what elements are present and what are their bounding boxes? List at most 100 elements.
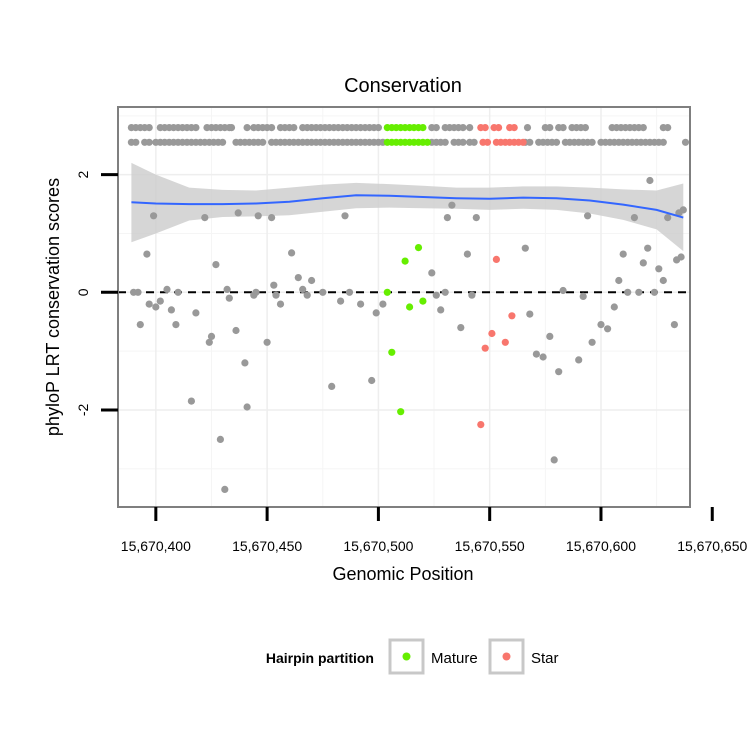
rug-point-lower-star: [519, 138, 527, 146]
data-point-mature: [406, 303, 414, 311]
data-point-other: [192, 309, 200, 317]
plot-panel-border: [117, 106, 691, 508]
data-point-other: [615, 276, 623, 285]
data-point-mature: [388, 348, 396, 356]
data-point-other: [223, 285, 231, 293]
data-point-star: [488, 329, 496, 338]
data-point-star: [481, 344, 489, 352]
data-point-other: [341, 212, 349, 220]
data-point-other: [550, 456, 558, 464]
data-point-other: [263, 338, 271, 346]
x-tick-label: 15,670,500: [343, 538, 413, 554]
rug-point-lower-other: [470, 138, 478, 146]
data-point-other: [659, 276, 667, 285]
legend-swatch-mature: [402, 652, 411, 661]
data-point-other: [624, 288, 632, 296]
x-tick-label: 15,670,450: [232, 538, 302, 554]
data-point-other: [546, 332, 554, 340]
rug-point-lower-other: [145, 138, 153, 146]
data-point-other: [472, 214, 480, 222]
data-point-other: [268, 214, 276, 222]
data-point-mature: [383, 288, 391, 296]
data-point-other: [679, 206, 687, 214]
data-point-other: [143, 250, 151, 258]
rug-point-upper-other: [581, 124, 590, 132]
data-point-star: [501, 338, 509, 346]
data-point-other: [539, 353, 547, 361]
rug-point-upper-other: [192, 124, 200, 132]
x-tick-label: 15,670,400: [121, 538, 191, 554]
data-point-other: [174, 288, 182, 296]
x-tick-label: 15,670,550: [455, 538, 525, 554]
smooth-line-layer: [131, 194, 684, 219]
data-point-other: [328, 382, 336, 390]
legend-label-mature: Mature: [431, 650, 478, 667]
data-point-other: [575, 356, 583, 364]
data-point-other: [584, 212, 592, 220]
rug-point-lower-star: [483, 138, 492, 146]
data-point-other: [443, 214, 451, 222]
rug-point-lower-other: [219, 138, 227, 146]
data-point-other: [604, 325, 612, 333]
data-point-mature: [414, 244, 423, 252]
data-point-other: [288, 249, 296, 257]
data-point-other: [428, 269, 436, 277]
data-point-other: [276, 300, 285, 308]
data-point-other: [646, 176, 654, 185]
data-point-other: [156, 297, 164, 305]
rug-point-lower-other: [441, 138, 449, 146]
rug-point-upper-other: [559, 124, 567, 132]
data-point-other: [655, 265, 663, 273]
data-point-other: [232, 326, 240, 335]
rug-point-lower-other: [526, 138, 534, 146]
data-point-other: [588, 338, 596, 346]
data-point-other: [639, 259, 647, 267]
data-point-other: [448, 201, 456, 209]
data-point-other: [270, 281, 278, 289]
rug-point-lower-other: [459, 138, 467, 146]
data-point-other: [225, 294, 233, 302]
rug-point-lower-other: [588, 138, 596, 146]
data-point-other: [163, 285, 171, 293]
data-point-other: [207, 332, 216, 340]
data-point-other: [555, 368, 563, 376]
data-point-mature: [401, 257, 409, 265]
x-tick-label: 15,670,600: [566, 538, 636, 554]
legend-swatch-star: [502, 652, 511, 661]
rug-point-upper-other: [145, 124, 153, 132]
smooth-ribbon-layer: [131, 162, 684, 252]
data-point-other: [650, 288, 659, 296]
data-point-other: [463, 250, 471, 258]
chart-title: Conservation: [344, 75, 462, 97]
rug-point-upper-mature: [419, 124, 427, 132]
data-point-other: [337, 297, 345, 305]
data-point-other: [136, 321, 144, 329]
data-point-other: [167, 306, 175, 314]
data-point-other: [134, 288, 142, 296]
smooth-trend-line: [131, 194, 684, 219]
data-point-other: [610, 303, 618, 311]
data-point-other: [205, 338, 213, 346]
data-point-other: [437, 306, 445, 314]
data-point-other: [308, 276, 316, 285]
legend-label-star: Star: [531, 650, 559, 667]
data-point-other: [559, 286, 567, 295]
data-point-other: [216, 435, 224, 443]
data-point-other: [379, 300, 387, 308]
data-point-other: [521, 244, 529, 252]
y-tick-label: 0: [75, 288, 91, 296]
data-point-other: [221, 485, 229, 493]
data-point-other: [357, 300, 365, 308]
data-point-other: [152, 303, 160, 311]
data-point-other: [254, 212, 262, 220]
data-point-other: [597, 321, 605, 329]
data-point-other: [526, 310, 534, 318]
data-point-other: [243, 403, 251, 411]
legend-title: Hairpin partition: [266, 650, 374, 666]
rug-point-upper-other: [523, 124, 532, 132]
data-point-other: [468, 291, 476, 299]
data-point-other: [145, 300, 153, 308]
rug-point-upper-star: [510, 124, 518, 132]
data-point-other: [345, 288, 354, 296]
